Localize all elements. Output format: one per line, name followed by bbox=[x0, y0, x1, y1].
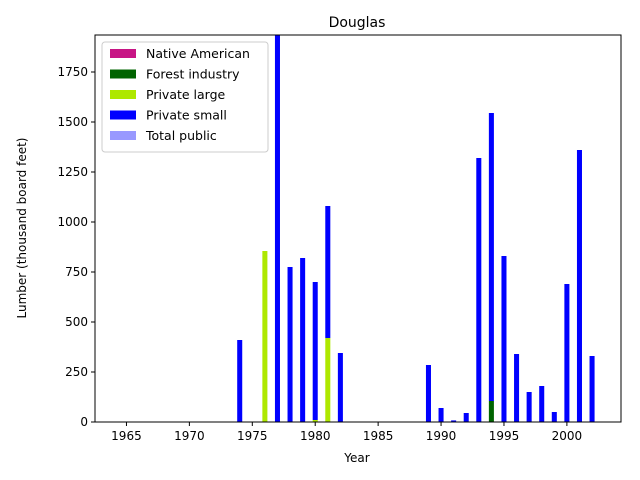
bar-private-small-1992 bbox=[464, 413, 469, 422]
bar-private-small-1993 bbox=[476, 158, 481, 422]
legend-label-total-public: Total public bbox=[145, 128, 217, 143]
bar-private-small-1989 bbox=[426, 365, 431, 422]
bar-private-small-2000 bbox=[564, 284, 569, 422]
y-tick-label-750: 750 bbox=[65, 265, 88, 279]
bar-private-small-1982 bbox=[338, 353, 343, 422]
bar-private-small-1979 bbox=[300, 258, 305, 422]
legend-label-private-large: Private large bbox=[146, 87, 226, 102]
legend-swatch-total-public bbox=[110, 131, 136, 140]
legend-swatch-private-small bbox=[110, 111, 136, 120]
bar-private-small-1996 bbox=[514, 354, 519, 422]
x-axis-title: Year bbox=[343, 451, 369, 465]
bar-private-small-1995 bbox=[501, 256, 506, 422]
y-tick-label-0: 0 bbox=[80, 415, 88, 429]
bar-private-small-1998 bbox=[539, 386, 544, 422]
x-tick-label-1985: 1985 bbox=[363, 429, 394, 443]
legend-label-private-small: Private small bbox=[146, 108, 227, 123]
x-tick-label-1980: 1980 bbox=[300, 429, 331, 443]
legend-swatch-forest-industry bbox=[110, 70, 136, 79]
x-tick-label-1970: 1970 bbox=[174, 429, 205, 443]
legend-swatch-private-large bbox=[110, 90, 136, 99]
bar-private-small-1974 bbox=[237, 340, 242, 422]
x-tick-label-2000: 2000 bbox=[552, 429, 583, 443]
bars-layer bbox=[237, 35, 594, 422]
bar-private-small-1990 bbox=[439, 408, 444, 422]
x-tick-label-1975: 1975 bbox=[237, 429, 268, 443]
x-tick-label-1965: 1965 bbox=[111, 429, 142, 443]
bar-private-small-2001 bbox=[577, 150, 582, 422]
legend: Native American Forest industry Private la… bbox=[102, 42, 268, 152]
y-axis-title: Lumber (thousand board feet) bbox=[15, 138, 29, 319]
y-tick-label-1500: 1500 bbox=[57, 115, 88, 129]
bar-private-small-1999 bbox=[552, 412, 557, 422]
bar-private-small-1977 bbox=[275, 35, 280, 422]
bar-private-small-1978 bbox=[288, 267, 293, 422]
bar-private-large-1981 bbox=[325, 338, 330, 422]
y-tick-label-250: 250 bbox=[65, 365, 88, 379]
y-tick-label-1750: 1750 bbox=[57, 65, 88, 79]
x-tick-label-1995: 1995 bbox=[489, 429, 520, 443]
y-tick-label-1000: 1000 bbox=[57, 215, 88, 229]
bar-private-small-1981 bbox=[325, 206, 330, 338]
legend-label-native-american: Native American bbox=[146, 46, 250, 61]
x-tick-label-1990: 1990 bbox=[426, 429, 457, 443]
bar-private-large-1976 bbox=[262, 251, 267, 422]
bar-forest-industry-1994 bbox=[489, 401, 494, 422]
legend-label-forest-industry: Forest industry bbox=[146, 67, 240, 82]
bar-private-small-1997 bbox=[527, 392, 532, 422]
y-tick-label-1250: 1250 bbox=[57, 165, 88, 179]
bar-private-small-2002 bbox=[590, 356, 595, 422]
chart-title: Douglas bbox=[329, 15, 386, 31]
legend-swatch-native-american bbox=[110, 49, 136, 58]
bar-private-small-1994 bbox=[489, 113, 494, 401]
y-tick-label-500: 500 bbox=[65, 315, 88, 329]
bar-private-small-1980 bbox=[313, 282, 318, 420]
